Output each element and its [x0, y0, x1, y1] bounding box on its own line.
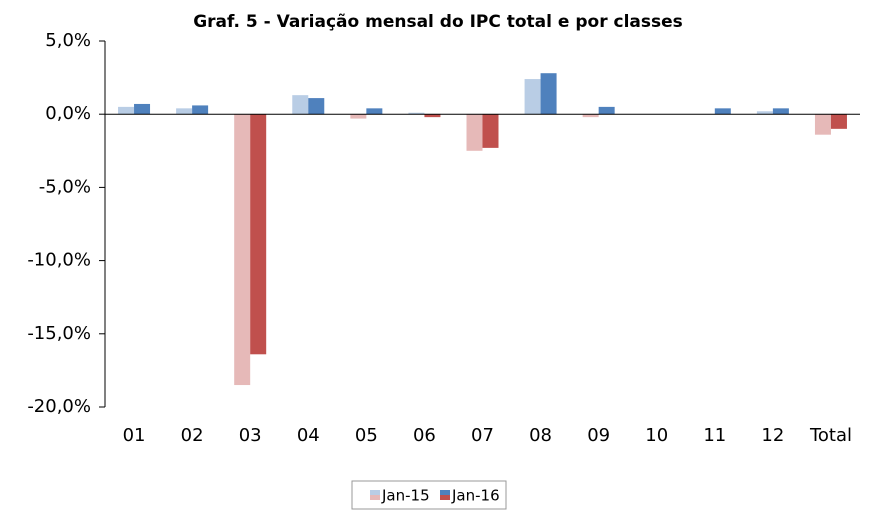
bar	[234, 114, 251, 386]
bar	[772, 108, 789, 115]
bar	[524, 79, 541, 115]
bar	[424, 114, 441, 118]
bar	[134, 103, 151, 115]
bar	[350, 114, 367, 119]
x-tick-label: 05	[355, 425, 378, 446]
legend-swatch	[440, 490, 450, 495]
legend-label: Jan-16	[451, 487, 500, 505]
x-tick-label: 03	[239, 425, 262, 446]
x-tick-label: 11	[703, 425, 726, 446]
chart-title: Graf. 5 - Variação mensal do IPC total e…	[193, 12, 683, 32]
x-tick-label: 04	[297, 425, 320, 446]
bar	[408, 112, 425, 115]
x-tick-label: 01	[123, 425, 146, 446]
legend-swatch	[370, 490, 380, 495]
x-tick-label: 10	[645, 425, 668, 446]
x-tick-label: 09	[587, 425, 610, 446]
x-tick-label: 12	[761, 425, 784, 446]
bar	[482, 114, 499, 148]
bar	[830, 114, 847, 129]
y-tick-label: -5,0%	[39, 176, 91, 197]
y-tick-label: 0,0%	[45, 103, 91, 124]
y-tick-label: -20,0%	[27, 396, 91, 417]
bar	[540, 73, 557, 115]
bar	[714, 108, 731, 115]
bar	[598, 106, 615, 115]
bar	[814, 114, 831, 135]
bar	[582, 114, 599, 118]
bar	[250, 114, 267, 355]
x-tick-label: 07	[471, 425, 494, 446]
bar	[466, 114, 483, 151]
y-tick-label: 5,0%	[45, 30, 91, 51]
legend-swatch	[440, 495, 450, 500]
y-tick-label: -10,0%	[27, 250, 91, 271]
bar	[176, 108, 193, 115]
legend-swatch	[370, 495, 380, 500]
x-tick-label: 08	[529, 425, 552, 446]
bar	[366, 108, 383, 115]
y-tick-label: -15,0%	[27, 323, 91, 344]
x-tick-label: Total	[809, 425, 852, 446]
x-tick-label: 02	[181, 425, 204, 446]
bar	[192, 105, 209, 115]
x-tick-label: 06	[413, 425, 436, 446]
bar	[308, 98, 325, 115]
bar	[756, 111, 773, 115]
legend-label: Jan-15	[381, 487, 430, 505]
bar	[118, 106, 135, 115]
bar	[292, 95, 309, 115]
